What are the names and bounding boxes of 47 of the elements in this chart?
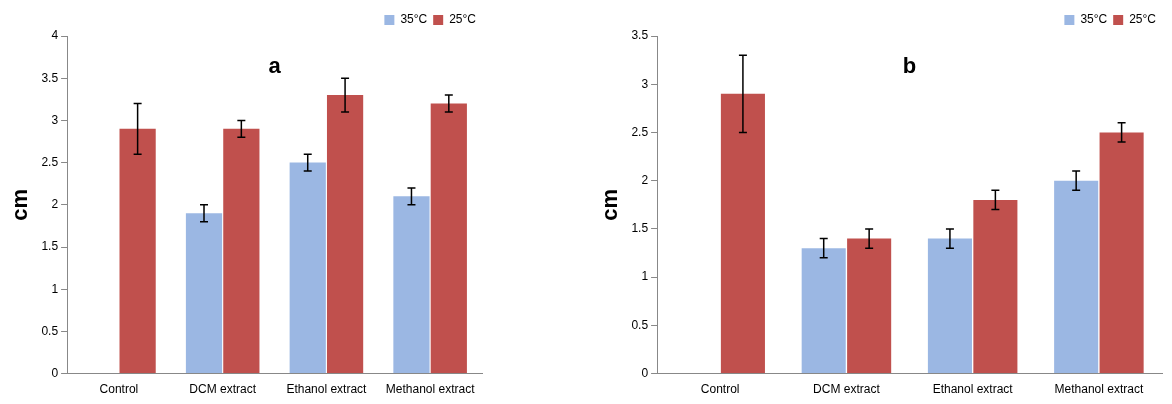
y-axis-title: cm xyxy=(597,188,623,221)
x-tick-label: Methanol extract xyxy=(385,382,476,397)
bar xyxy=(223,128,260,374)
y-tick-label: 0.5 xyxy=(631,317,649,332)
bar xyxy=(1099,132,1144,374)
y-tick-label: 1 xyxy=(641,269,649,284)
bar xyxy=(927,238,972,374)
x-tick-label: Ethanol extract xyxy=(932,382,1014,397)
y-tick-label: 0 xyxy=(641,365,649,380)
y-tick-label: 2 xyxy=(51,197,59,212)
text: a xyxy=(268,53,282,79)
x-tick-label: Ethanol extract xyxy=(286,382,368,397)
x-tick-label: Control xyxy=(99,382,139,397)
y-tick-label: 2.5 xyxy=(41,154,59,169)
y-tick-label: 2 xyxy=(641,173,649,187)
bar xyxy=(326,95,364,374)
bar xyxy=(973,199,1018,374)
legend-label: 25°C xyxy=(1129,12,1157,27)
x-tick-label: DCM extract xyxy=(189,382,257,397)
bar xyxy=(393,196,430,374)
y-tick-label: 1.5 xyxy=(631,221,649,236)
y-tick-label: 2.5 xyxy=(631,124,649,139)
x-tick-label: Methanol extract xyxy=(1054,382,1144,397)
y-tick-label: 0.5 xyxy=(41,323,59,338)
y-tick-label: 3.5 xyxy=(631,28,649,43)
x-tick-label: DCM extract xyxy=(813,382,881,397)
y-tick-label: 4 xyxy=(51,28,59,43)
text: b xyxy=(902,53,917,79)
legend-label: 35°C xyxy=(1080,12,1108,27)
legend-label: 25°C xyxy=(449,12,477,27)
y-tick-label: 3.5 xyxy=(41,70,59,85)
x-tick-label: Control xyxy=(700,382,740,397)
bar xyxy=(119,128,156,374)
bar xyxy=(801,248,846,374)
y-tick-label: 1.5 xyxy=(41,239,59,254)
y-tick-label: 3 xyxy=(641,76,649,91)
bar xyxy=(185,213,223,374)
bar xyxy=(847,238,892,374)
y-tick-label: 1 xyxy=(51,281,59,296)
bar xyxy=(1054,180,1099,374)
bar xyxy=(430,103,467,374)
y-tick-label: 0 xyxy=(51,365,59,380)
y-axis-title: cm xyxy=(7,188,33,221)
bar xyxy=(720,93,765,374)
legend-label: 35°C xyxy=(400,12,428,27)
bar xyxy=(289,162,326,374)
y-tick-label: 3 xyxy=(51,112,59,127)
